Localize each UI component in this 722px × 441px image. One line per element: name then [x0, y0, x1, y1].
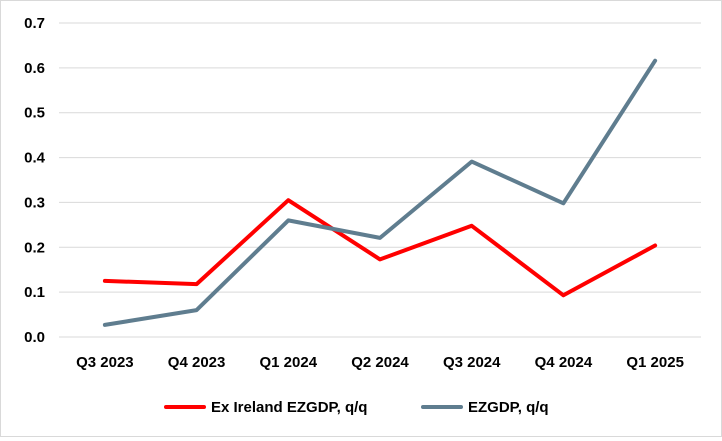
legend-label-2: EZGDP, q/q	[468, 399, 549, 416]
x-tick-label: Q1 2025	[626, 354, 684, 371]
y-tick-label: 0.3	[24, 194, 45, 211]
y-tick-label: 0.6	[24, 60, 45, 77]
series-lines	[102, 58, 658, 327]
legend-label-1: Ex Ireland EZGDP, q/q	[211, 399, 367, 416]
gridlines	[59, 22, 701, 338]
x-tick-label: Q2 2024	[351, 354, 409, 371]
x-axis-ticks: Q3 2023 Q4 2023 Q1 2024 Q2 2024 Q3 2024 Q4 20…	[76, 354, 684, 371]
y-tick-label: 0.7	[24, 15, 45, 32]
legend: Ex Ireland EZGDP, q/q EZGDP, q/q	[164, 399, 549, 416]
x-tick-label: Q4 2024	[535, 354, 593, 371]
series-line-2	[102, 58, 658, 327]
y-axis-ticks: 0.0 0.1 0.2 0.3 0.4 0.5 0.6 0.7	[24, 15, 46, 346]
x-tick-label: Q3 2024	[443, 354, 501, 371]
x-tick-label: Q3 2023	[76, 354, 134, 371]
y-tick-label: 0.5	[24, 105, 45, 122]
y-tick-label: 0.1	[24, 284, 45, 301]
series-line-1	[102, 198, 658, 298]
x-tick-label: Q4 2023	[168, 354, 226, 371]
y-tick-label: 0.0	[24, 329, 45, 346]
x-tick-label: Q1 2024	[260, 354, 318, 371]
y-tick-label: 0.4	[24, 150, 46, 167]
y-tick-label: 0.2	[24, 239, 45, 256]
